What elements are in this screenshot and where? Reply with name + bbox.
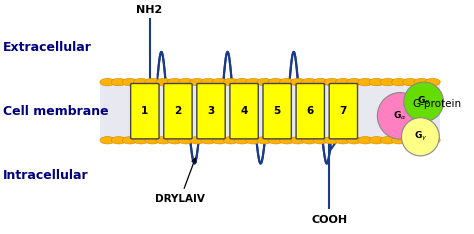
Circle shape [369,78,384,86]
Circle shape [302,137,317,144]
Circle shape [212,78,227,86]
Circle shape [425,78,440,86]
Circle shape [246,78,261,86]
Text: 7: 7 [340,106,347,116]
Circle shape [392,78,407,86]
Circle shape [145,78,160,86]
Circle shape [425,137,440,144]
Circle shape [369,137,384,144]
Text: G$_\beta$: G$_\beta$ [417,95,430,108]
FancyBboxPatch shape [296,84,324,139]
Text: 3: 3 [208,106,215,116]
Circle shape [346,78,362,86]
Circle shape [392,137,407,144]
Circle shape [190,137,205,144]
Circle shape [279,78,294,86]
Circle shape [235,137,250,144]
Text: 6: 6 [307,106,314,116]
Text: Intracellular: Intracellular [3,169,89,182]
Circle shape [212,137,227,144]
FancyBboxPatch shape [263,84,292,139]
Circle shape [111,78,126,86]
Circle shape [111,137,126,144]
Circle shape [279,137,294,144]
Text: 4: 4 [240,106,248,116]
Circle shape [358,137,373,144]
Text: Extracellular: Extracellular [3,41,92,54]
Circle shape [100,137,115,144]
Circle shape [358,78,373,86]
Circle shape [336,137,351,144]
Circle shape [178,78,193,86]
Circle shape [313,137,328,144]
Circle shape [380,78,395,86]
Circle shape [246,137,261,144]
Circle shape [291,78,306,86]
Circle shape [122,78,137,86]
Circle shape [257,78,272,86]
FancyBboxPatch shape [230,84,258,139]
Circle shape [145,137,160,144]
Circle shape [223,137,238,144]
Circle shape [257,137,272,144]
Circle shape [167,78,182,86]
FancyBboxPatch shape [164,84,192,139]
Circle shape [414,137,429,144]
Text: G-protein: G-protein [412,99,462,109]
Circle shape [235,78,250,86]
Circle shape [134,137,149,144]
Circle shape [100,78,115,86]
Circle shape [380,137,395,144]
Circle shape [201,78,216,86]
Circle shape [268,78,283,86]
Circle shape [268,137,283,144]
Circle shape [403,78,418,86]
Circle shape [302,78,317,86]
Text: COOH: COOH [311,215,347,225]
Circle shape [313,78,328,86]
Bar [100,82,440,140]
Ellipse shape [404,82,444,122]
Ellipse shape [377,93,423,139]
Text: DRYLAIV: DRYLAIV [155,158,205,204]
FancyBboxPatch shape [329,84,357,139]
Text: G$_\gamma$: G$_\gamma$ [414,130,427,143]
Text: 5: 5 [273,106,281,116]
Circle shape [156,78,171,86]
Circle shape [156,137,171,144]
Circle shape [324,78,339,86]
Circle shape [223,78,238,86]
Ellipse shape [401,118,439,156]
FancyBboxPatch shape [197,84,225,139]
Text: 1: 1 [141,106,148,116]
Text: 2: 2 [174,106,182,116]
Circle shape [403,137,418,144]
Circle shape [190,78,205,86]
Circle shape [346,137,362,144]
Circle shape [122,137,137,144]
Circle shape [201,137,216,144]
Text: NH2: NH2 [137,5,163,15]
FancyBboxPatch shape [131,84,159,139]
Circle shape [336,78,351,86]
Circle shape [414,78,429,86]
Text: Cell membrane: Cell membrane [3,105,109,118]
Circle shape [291,137,306,144]
Text: G$_\alpha$: G$_\alpha$ [393,110,407,122]
Circle shape [134,78,149,86]
Circle shape [178,137,193,144]
Circle shape [167,137,182,144]
Circle shape [324,137,339,144]
